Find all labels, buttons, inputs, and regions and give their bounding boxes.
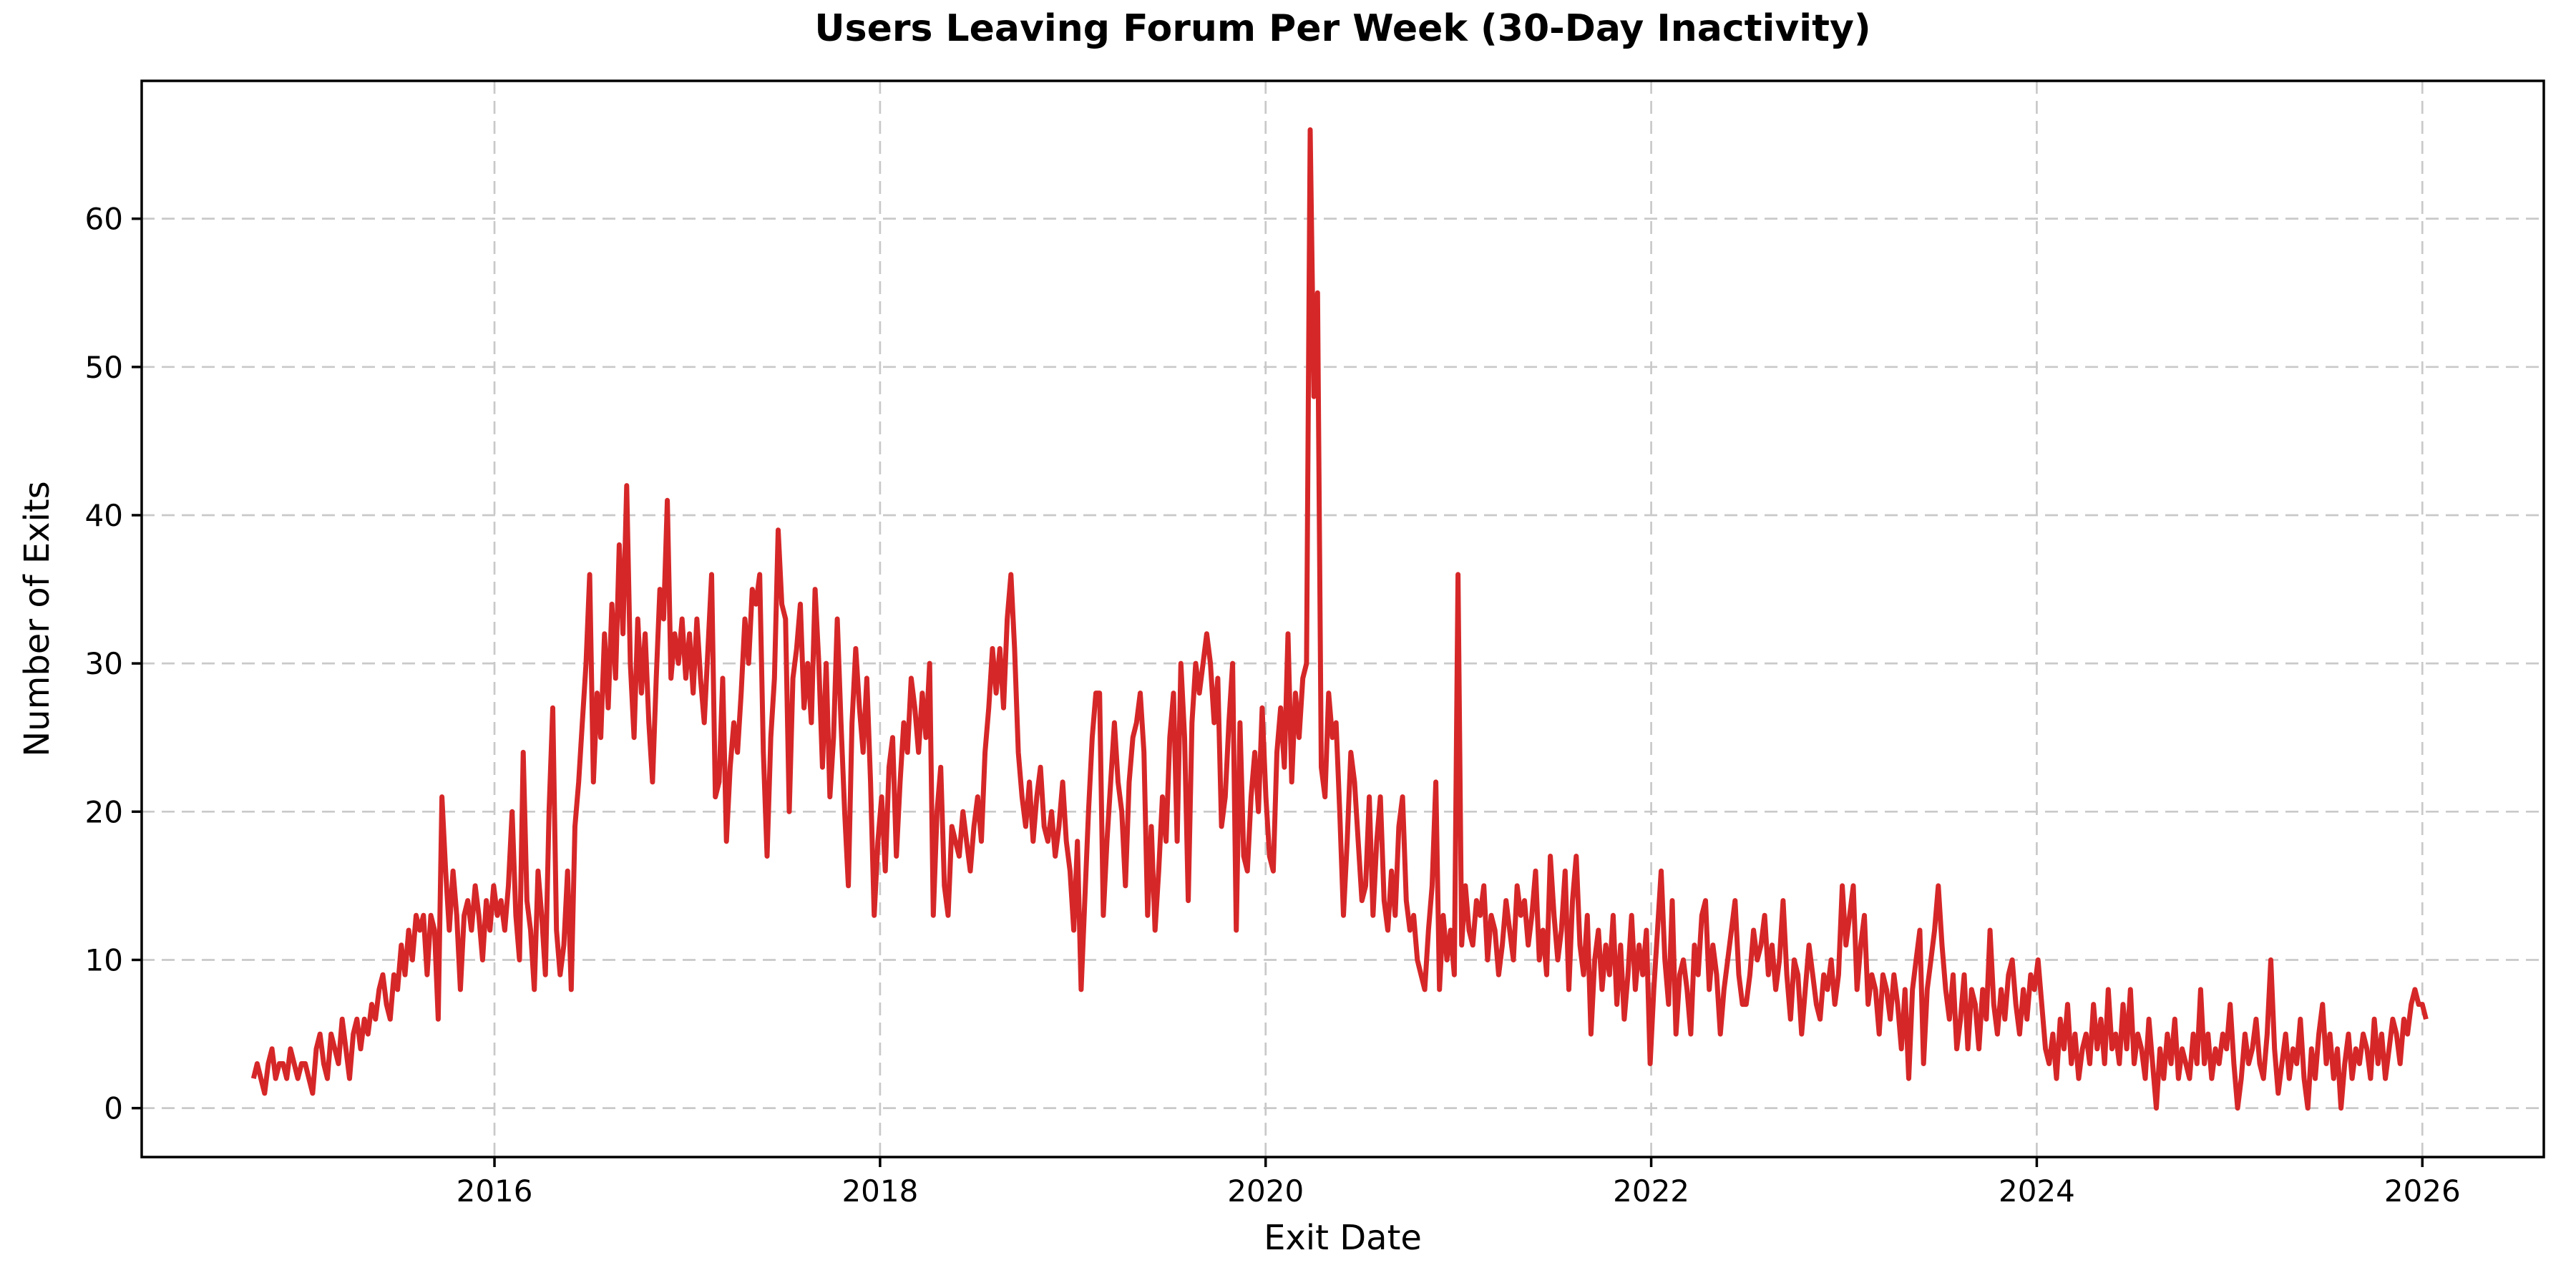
x-tick-label: 2026 — [2384, 1174, 2461, 1209]
axes-frame — [140, 79, 2545, 1158]
y-axis-label: Number of Exits — [17, 481, 57, 757]
x-tick-label: 2016 — [457, 1174, 533, 1209]
x-tick-label: 2024 — [1999, 1174, 2075, 1209]
x-tick-label: 2020 — [1227, 1174, 1304, 1209]
x-tick-label: 2022 — [1613, 1174, 1689, 1209]
y-tick-label: 0 — [104, 1091, 123, 1126]
x-tick-label: 2018 — [841, 1174, 918, 1209]
y-tick-label: 30 — [85, 646, 123, 681]
y-tick-label: 40 — [85, 498, 123, 533]
y-tick-label: 60 — [85, 202, 123, 237]
y-tick-label: 20 — [85, 794, 123, 829]
y-tick-label: 10 — [85, 942, 123, 977]
chart-title: Users Leaving Forum Per Week (30-Day Ina… — [814, 7, 1871, 50]
y-tick-label: 50 — [85, 350, 123, 385]
exits-line-series — [250, 127, 2429, 1111]
x-axis-label: Exit Date — [1264, 1218, 1422, 1258]
